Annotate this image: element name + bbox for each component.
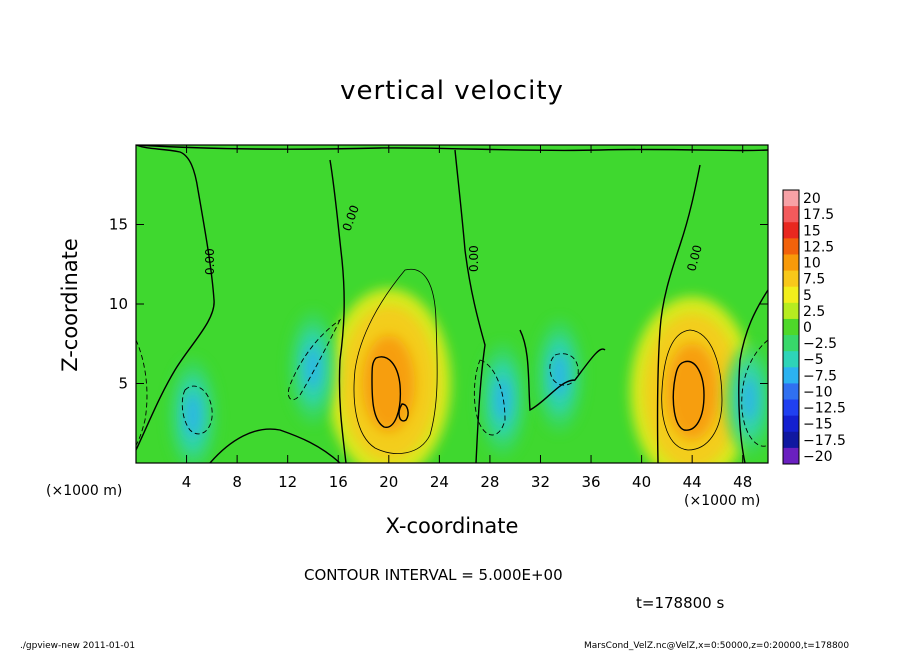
x-axis-label: X-coordinate [385, 514, 519, 538]
colorbar: 2017.51512.5107.552.50−2.5−5−7.5−10−12.5… [782, 189, 846, 465]
colorbar-label: −15 [803, 417, 833, 433]
time-label: t=178800 s [636, 594, 725, 612]
colorbar-swatch [783, 351, 799, 368]
contour-ten-line [398, 403, 409, 422]
contour-zero-line [519, 329, 606, 412]
plot-area: 0.00 0.00 0.00 0.00 [136, 145, 768, 463]
x-tick-label: 12 [278, 473, 297, 491]
contour-thin-lines [353, 268, 723, 454]
colorbar-label: 0 [803, 320, 812, 336]
colorbar-swatch [783, 335, 799, 352]
colorbar-frame [782, 189, 800, 465]
colorbar-swatch [783, 399, 799, 417]
contour-lines [136, 145, 768, 463]
colorbar-label: −5 [803, 352, 824, 368]
colorbar-label: 20 [803, 191, 821, 207]
contour-zero-line [454, 149, 486, 463]
colorbar-label: 12.5 [803, 239, 834, 255]
x-tick-label: 24 [430, 473, 449, 491]
contour-ten-line [672, 360, 705, 431]
footer-left-text: ./gpview-new 2011-01-01 [20, 641, 136, 651]
colorbar-label: −7.5 [803, 368, 837, 384]
updraft-region [666, 343, 719, 440]
x-unit-label-left: (×1000 m) [46, 483, 123, 499]
chart-title: vertical velocity [340, 76, 564, 106]
x-tick-label: 40 [632, 473, 651, 491]
contour-neg-line [287, 318, 342, 401]
contour-neg-line [181, 385, 213, 435]
colorbar-swatch [783, 222, 799, 239]
colorbar-label: 2.5 [803, 304, 825, 320]
updraft-region [362, 335, 415, 432]
colorbar-swatch [783, 238, 799, 255]
x-tick-label: 44 [683, 473, 702, 491]
colorbar-swatch [783, 254, 799, 272]
colorbar-label: −20 [803, 449, 833, 465]
colorbar-swatch [783, 270, 799, 288]
colorbar-swatch [783, 286, 799, 304]
contour-zero-line [209, 428, 341, 463]
x-tick-label: 32 [531, 473, 550, 491]
y-axis: 5 10 15 [109, 216, 768, 393]
colorbar-label: −12.5 [803, 401, 846, 417]
x-tick-label: 36 [581, 473, 600, 491]
colorbar-swatch [783, 367, 799, 384]
contour-interval-text: CONTOUR INTERVAL = 5.000E+00 [304, 566, 563, 584]
colorbar-swatch [783, 318, 799, 336]
contour-negative-lines [136, 318, 768, 447]
contour-neg-line [549, 353, 579, 386]
colorbar-label: 7.5 [803, 272, 825, 288]
x-tick-label: 48 [733, 473, 752, 491]
contour-zero-line [329, 159, 347, 463]
contour-ten-line [371, 356, 402, 428]
colorbar-swatch [783, 447, 799, 465]
contour-zero-line [136, 145, 768, 152]
y-axis-label: Z-coordinate [58, 238, 82, 372]
downdraft-region [494, 377, 511, 422]
contour-zero-line [136, 145, 215, 451]
x-tick-label: 28 [480, 473, 499, 491]
contour-neg-line [136, 339, 148, 446]
field-features [168, 288, 768, 463]
colorbar-label: 10 [803, 256, 821, 272]
contour-label: 0.00 [684, 243, 704, 272]
contour-five-line [353, 268, 438, 454]
colorbar-label: 15 [803, 223, 821, 239]
colorbar-label: 5 [803, 288, 812, 304]
y-tick-label: 5 [118, 375, 128, 393]
contour-five-line [661, 329, 723, 451]
colorbar-swatch [783, 302, 799, 320]
contour-zero-line [738, 289, 768, 463]
contour-label: 0.00 [467, 245, 481, 272]
footer-right-text: MarsCond_VelZ.nc@VelZ,x=0:50000,z=0:2000… [584, 641, 850, 651]
x-tick-label: 16 [329, 473, 348, 491]
colorbar-label: −17.5 [803, 433, 846, 449]
colorbar-label: 17.5 [803, 207, 834, 223]
downdraft-region [304, 345, 321, 390]
x-tick-label: 20 [379, 473, 398, 491]
y-tick-label: 10 [109, 295, 128, 313]
colorbar-label: −2.5 [803, 336, 837, 352]
colorbar-label: −10 [803, 384, 833, 400]
contour-label: 0.00 [203, 248, 217, 275]
colorbar-swatch [783, 431, 799, 449]
x-tick-label: 4 [182, 473, 192, 491]
colorbar-swatch [783, 190, 799, 207]
colorbar-swatch [783, 415, 799, 433]
colorbar-swatch [783, 383, 799, 401]
contour-zero-line [656, 164, 701, 463]
contour-neg-line [473, 359, 506, 436]
x-tick-label: 8 [232, 473, 242, 491]
downdraft-region [741, 377, 758, 422]
y-tick-label: 15 [109, 216, 128, 234]
x-unit-label-right: (×1000 m) [684, 493, 761, 509]
downdraft-region [184, 393, 201, 438]
x-axis: 4 8 12 16 20 24 28 32 36 40 44 48 [182, 145, 752, 491]
downdraft-region [551, 353, 568, 398]
colorbar-swatch [783, 206, 799, 223]
contour-neg-line [741, 339, 768, 447]
